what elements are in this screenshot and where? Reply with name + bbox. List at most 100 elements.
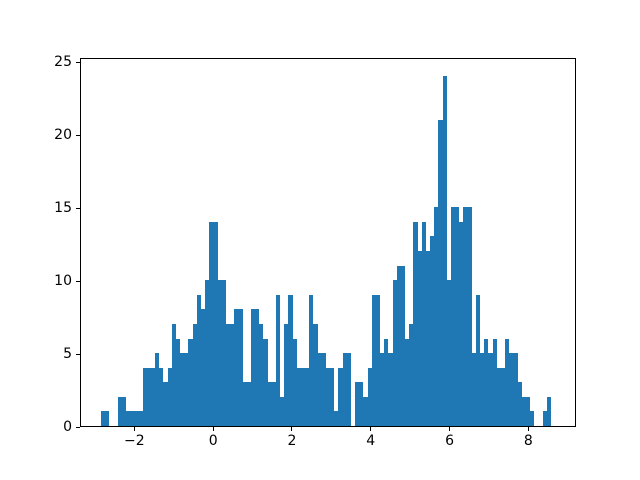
histogram-bar (167, 367, 172, 426)
histogram-bar (505, 338, 510, 426)
histogram-bar (359, 382, 364, 426)
histogram-bar (271, 382, 276, 426)
x-axis-tick-label: 0 (208, 433, 218, 449)
histogram-bar (263, 338, 268, 426)
histogram-bar (313, 323, 318, 426)
histogram-bar (450, 207, 456, 426)
histogram-bar (438, 119, 443, 426)
histogram-bar (480, 353, 485, 426)
histogram-bar (288, 294, 293, 426)
axes-frame (80, 58, 576, 427)
histogram-bar (234, 309, 239, 426)
histogram-bar (205, 280, 210, 426)
histogram-bar (413, 221, 418, 426)
histogram-bar (259, 323, 264, 426)
x-axis-tick (449, 427, 451, 431)
y-axis-tick (76, 207, 80, 209)
histogram-bar (217, 280, 222, 426)
histogram-bar (380, 353, 385, 426)
x-axis-tick (527, 427, 529, 431)
histogram-bar (159, 367, 164, 426)
histogram-bar (171, 323, 176, 426)
histogram-bar (317, 353, 322, 426)
histogram-bar (250, 309, 256, 426)
histogram-bar (367, 367, 372, 426)
histogram-bar (325, 367, 331, 426)
histogram-bar (267, 382, 272, 426)
histogram-bar (255, 309, 260, 426)
histogram-bar (238, 309, 243, 426)
histogram-bar (130, 411, 135, 426)
histogram-bar (392, 280, 397, 426)
histogram-bar (355, 382, 360, 426)
histogram-bar (509, 353, 514, 426)
histogram-bar (230, 323, 235, 426)
histogram-bar (192, 323, 197, 426)
histogram-bar (188, 338, 193, 426)
histogram-bar (334, 411, 339, 426)
y-axis-tick-label: 10 (54, 273, 72, 290)
histogram-bar (455, 207, 460, 426)
x-axis-tick (291, 427, 293, 431)
histogram-bar (196, 294, 201, 426)
histogram-bar (388, 353, 393, 426)
y-axis-tick-label: 5 (63, 346, 72, 363)
histogram-bar (125, 411, 131, 426)
x-axis-tick (133, 427, 135, 431)
histogram-bar (138, 411, 143, 426)
histogram-bar (346, 353, 351, 426)
histogram-bar (421, 221, 426, 426)
histogram-bar (292, 338, 297, 426)
histogram-bar (405, 338, 410, 426)
histogram-bar (475, 294, 481, 426)
y-axis-tick-label: 0 (63, 419, 72, 435)
histogram-bar (496, 367, 501, 426)
histogram-bar (330, 367, 335, 426)
histogram-bar (163, 382, 168, 426)
histogram-bar (242, 382, 247, 426)
histogram-bar (321, 353, 326, 426)
histogram-bar (488, 353, 493, 426)
x-axis-tick-label: 6 (445, 433, 454, 449)
histogram-bar (417, 250, 422, 426)
histogram-bar (371, 294, 376, 426)
histogram-bar (342, 353, 347, 426)
histogram-bar (542, 411, 547, 426)
histogram-bar (517, 382, 522, 426)
y-axis-tick-label: 15 (54, 200, 72, 217)
x-axis-tick-label: 4 (366, 433, 376, 449)
histogram-bar (546, 396, 551, 426)
histogram-bar (175, 338, 181, 426)
y-axis-tick (76, 61, 80, 63)
histogram-bar (225, 323, 231, 426)
histogram-bar (434, 207, 439, 426)
y-axis-tick-label: 25 (54, 54, 72, 71)
histogram-bar (492, 338, 497, 426)
histogram-bar (500, 367, 506, 426)
y-axis-tick-label: 20 (54, 127, 72, 144)
histogram-bar (530, 411, 535, 426)
histogram-bar (284, 323, 289, 426)
histogram-bar (213, 221, 218, 426)
histogram-bar (525, 396, 531, 426)
histogram-bar (467, 207, 472, 426)
histogram-bar (117, 396, 122, 426)
histogram-bar (513, 353, 518, 426)
histogram-bar (296, 367, 301, 426)
histogram-bar (463, 207, 468, 426)
y-axis-tick (76, 353, 80, 355)
histogram-bar (305, 367, 310, 426)
x-axis-tick (370, 427, 372, 431)
histogram-bar (300, 367, 306, 426)
x-axis-tick-label: −2 (124, 433, 145, 449)
histogram-bar (155, 353, 160, 426)
x-axis-tick (212, 427, 214, 431)
histogram-bar (396, 265, 401, 426)
histogram-bar (409, 323, 414, 426)
histogram-bar (134, 411, 139, 426)
histogram-bar (209, 221, 214, 426)
histogram-bar (121, 396, 126, 426)
x-axis-tick-label: 8 (523, 433, 533, 449)
histogram-bar (309, 294, 314, 426)
